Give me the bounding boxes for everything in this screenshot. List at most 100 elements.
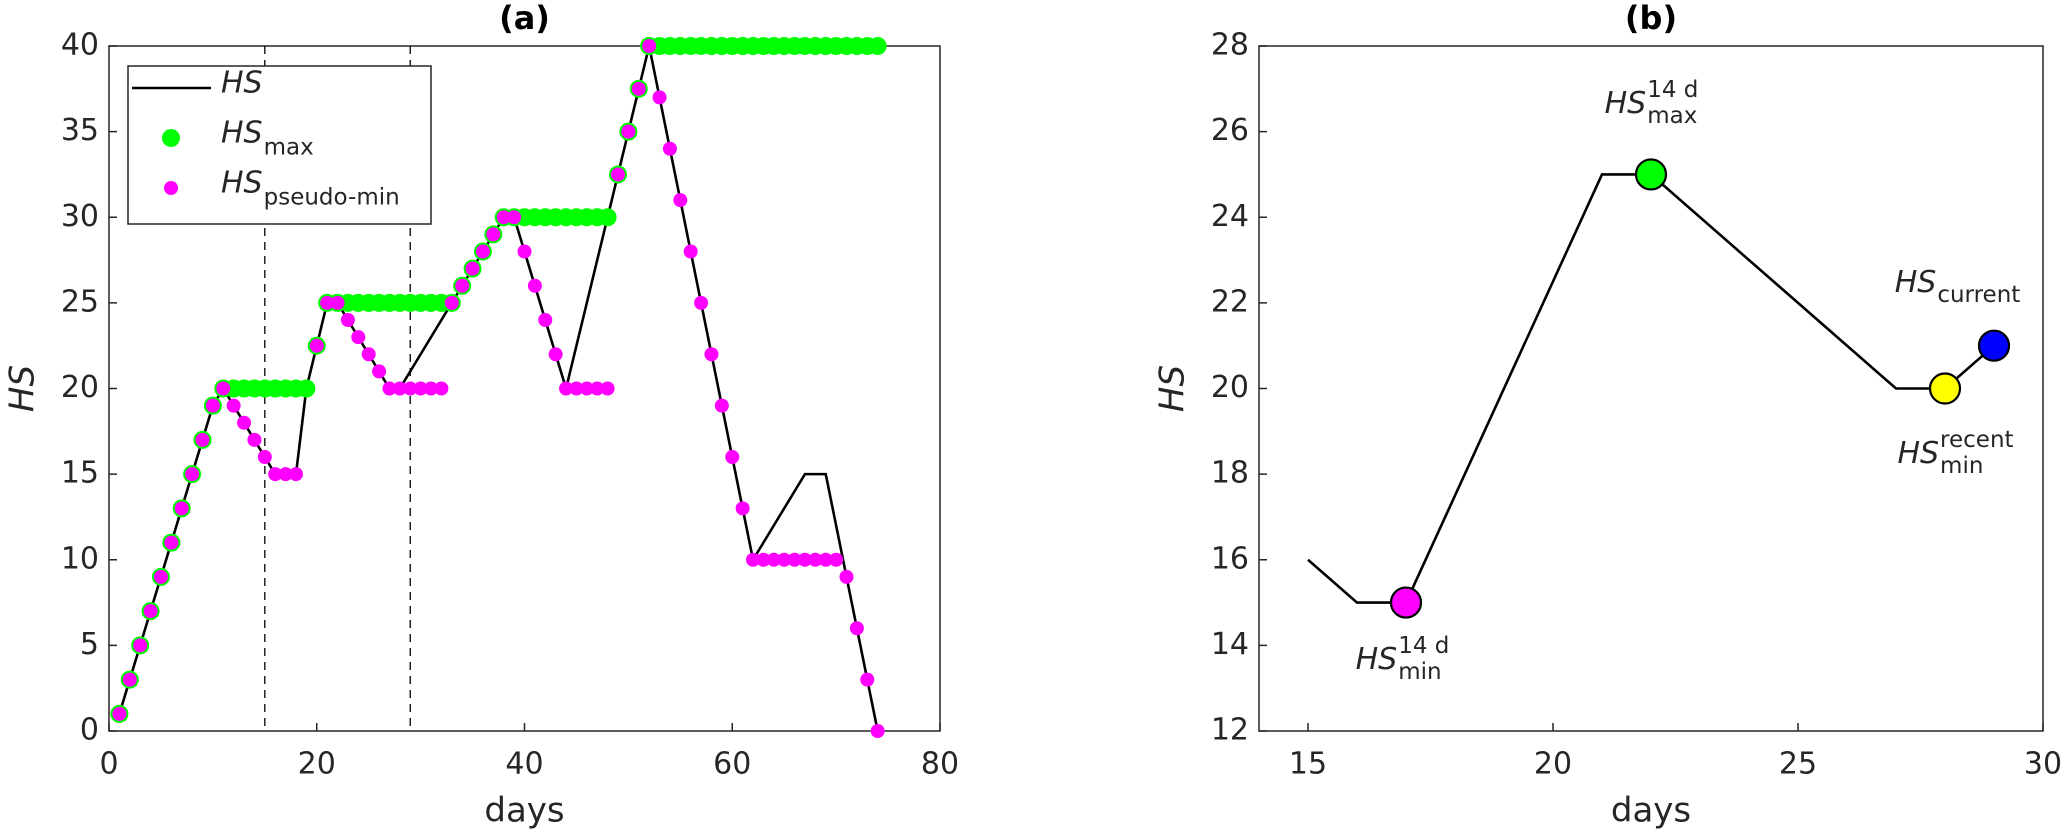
marker <box>268 467 283 482</box>
point-label-sup: 14 d <box>1647 77 1698 103</box>
y-tick-label: 35 <box>61 113 99 148</box>
marker <box>808 552 823 567</box>
y-tick-label: 12 <box>1211 713 1249 748</box>
marker <box>403 381 418 396</box>
marker <box>590 381 605 396</box>
point-label-sub: min <box>1940 453 1983 479</box>
marker <box>340 313 355 327</box>
marker <box>288 467 303 482</box>
marker <box>777 552 792 567</box>
marker <box>195 432 210 447</box>
y-tick-label: 24 <box>1211 199 1249 234</box>
point-label: HS <box>1897 436 1939 471</box>
marker <box>694 295 709 310</box>
x-axis-label: days <box>1611 791 1691 831</box>
marker <box>434 381 449 396</box>
marker <box>309 338 324 353</box>
point-label: HS <box>1356 642 1398 677</box>
x-tick-label: 20 <box>298 747 336 782</box>
marker <box>642 39 657 53</box>
y-tick-label: 22 <box>1211 284 1249 319</box>
chart-title: (a) <box>499 0 550 37</box>
marker <box>704 347 719 362</box>
y-tick-label: 28 <box>1211 28 1249 63</box>
marker <box>153 569 168 584</box>
legend-marker <box>162 129 180 147</box>
marker <box>496 210 511 225</box>
highlight-point <box>1928 372 1962 405</box>
marker <box>870 724 885 738</box>
marker <box>424 381 439 396</box>
marker <box>756 552 771 567</box>
marker <box>247 432 262 447</box>
legend-label: HS <box>221 66 263 101</box>
marker <box>205 398 220 413</box>
marker <box>507 210 522 225</box>
legend-marker <box>164 181 178 195</box>
marker <box>527 278 542 293</box>
marker <box>621 124 636 139</box>
legend-label: HS <box>221 116 263 151</box>
highlight-point <box>1389 586 1423 619</box>
marker <box>818 552 833 567</box>
point-label: HS <box>1605 86 1647 121</box>
y-axis-label: HS <box>3 365 43 412</box>
point-label-sub: min <box>1398 659 1441 685</box>
chart-title: (b) <box>1625 0 1677 37</box>
marker <box>372 364 387 379</box>
marker <box>797 552 812 567</box>
y-tick-label: 18 <box>1211 456 1249 491</box>
point-label-sub: max <box>1647 103 1697 129</box>
marker <box>122 672 137 687</box>
marker <box>216 381 231 396</box>
marker <box>839 569 854 584</box>
marker <box>829 552 844 567</box>
x-tick-label: 25 <box>1779 747 1817 782</box>
marker <box>787 552 802 567</box>
marker <box>598 208 617 227</box>
point-label-sub: current <box>1937 282 2020 308</box>
legend-label-sub: max <box>264 135 314 161</box>
point-label-sup: recent <box>1940 427 2014 453</box>
point-label: HS <box>1895 265 1937 300</box>
y-tick-label: 20 <box>61 370 99 405</box>
marker <box>735 501 750 516</box>
marker <box>330 295 345 310</box>
marker <box>133 638 148 653</box>
marker <box>868 37 887 55</box>
marker <box>297 379 316 398</box>
y-tick-label: 15 <box>61 456 99 491</box>
marker <box>559 381 574 396</box>
y-tick-label: 10 <box>61 541 99 576</box>
marker <box>237 415 252 430</box>
point-label-sup: 14 d <box>1398 633 1449 659</box>
marker <box>392 381 407 396</box>
marker <box>579 381 594 396</box>
y-tick-label: 20 <box>1211 370 1249 405</box>
x-tick-label: 40 <box>505 747 543 782</box>
legend-label: HS <box>221 166 263 201</box>
marker <box>257 450 272 464</box>
marker <box>444 295 459 310</box>
y-tick-label: 5 <box>80 627 99 662</box>
marker <box>455 278 470 293</box>
marker <box>766 552 781 567</box>
y-tick-label: 16 <box>1211 541 1249 576</box>
y-tick-label: 26 <box>1211 113 1249 148</box>
highlight-point <box>1634 158 1668 191</box>
marker <box>631 81 646 96</box>
x-tick-label: 20 <box>1534 747 1572 782</box>
marker <box>673 193 688 208</box>
x-tick-label: 15 <box>1289 747 1327 782</box>
marker <box>320 295 335 310</box>
marker <box>465 261 480 276</box>
marker <box>610 167 625 182</box>
marker <box>185 467 200 482</box>
marker <box>112 706 127 721</box>
marker <box>278 467 293 482</box>
marker <box>413 381 428 396</box>
marker <box>486 227 501 242</box>
legend-label-sub: pseudo-min <box>264 185 400 211</box>
y-tick-label: 14 <box>1211 627 1249 662</box>
marker <box>569 381 584 396</box>
